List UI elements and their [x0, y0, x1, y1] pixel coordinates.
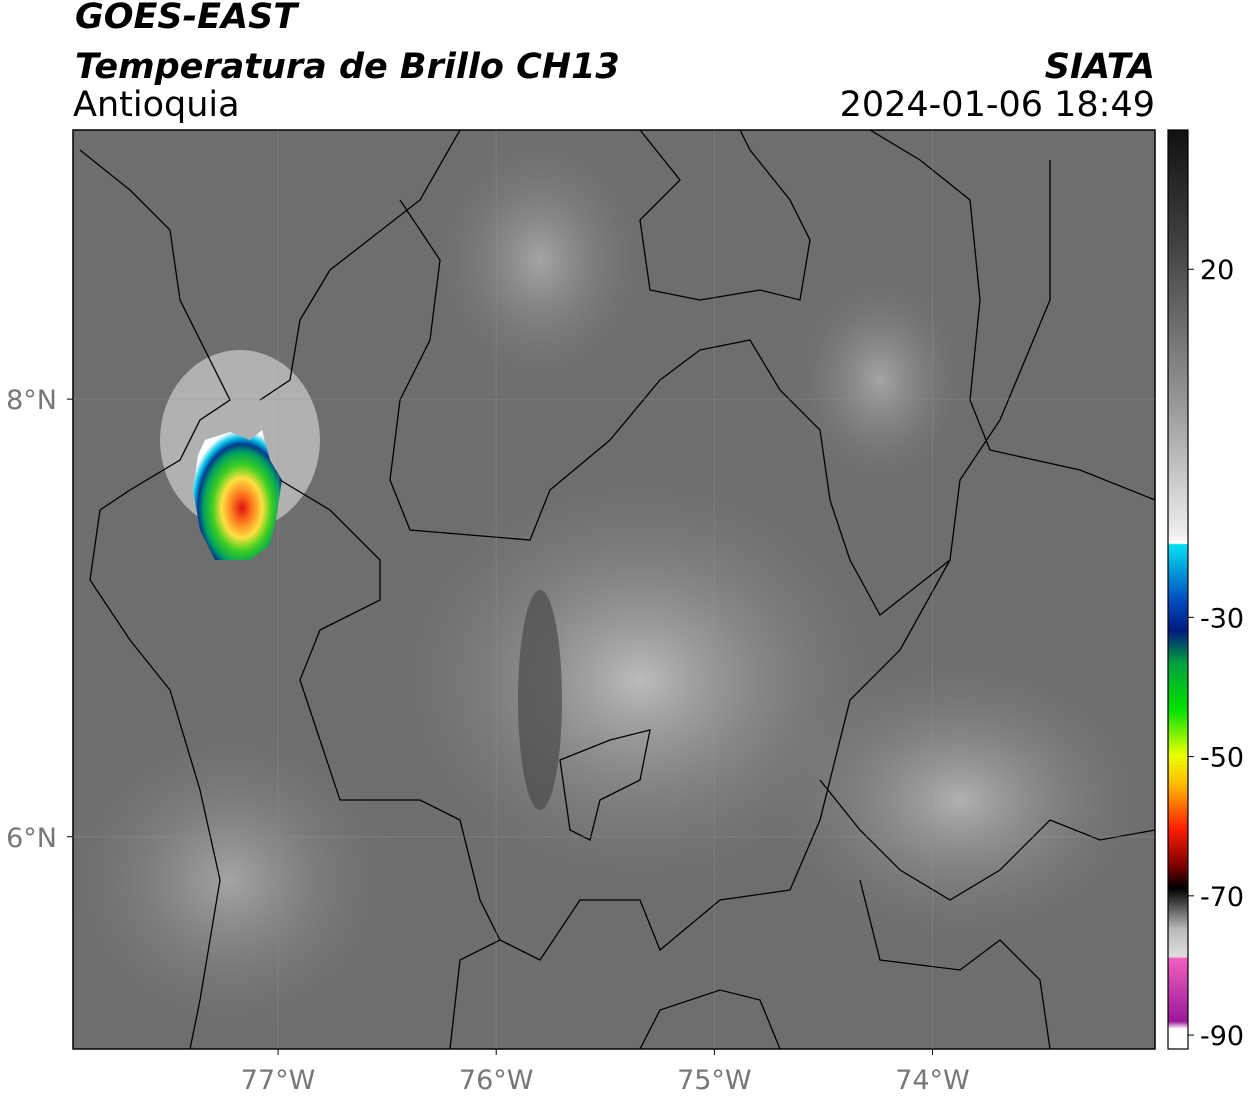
x-tick-label: 77°W: [241, 1065, 316, 1096]
y-tick-label: 8°N: [6, 385, 57, 416]
title: GOES-EAST: [75, 0, 300, 37]
colorbar-tick-label: 20: [1200, 255, 1234, 286]
cloud: [73, 720, 400, 1040]
region: Antioquia: [73, 85, 240, 125]
x-tick-label: 76°W: [459, 1065, 534, 1096]
map-image: [73, 130, 1155, 1049]
x-tick-label: 75°W: [677, 1065, 752, 1096]
colorbar: [1167, 129, 1189, 1050]
cloud: [790, 270, 970, 490]
colorbar-tick-label: -90: [1200, 1021, 1244, 1052]
colorbar-tick-label: -50: [1200, 743, 1244, 774]
y-tick-label: 6°N: [6, 823, 57, 854]
x-tick-label: 74°W: [895, 1065, 970, 1096]
colorbar-tick-label: -30: [1200, 603, 1244, 634]
boundaries: [79, 130, 1155, 1049]
timestamp: 2024-01-06 18:49: [840, 85, 1155, 125]
cloud: [760, 650, 1155, 950]
source: SIATA: [1045, 47, 1155, 87]
colorbar-tick-label: -70: [1200, 882, 1244, 913]
storm: [193, 430, 282, 560]
subtitle: Temperatura de Brillo CH13: [75, 47, 620, 87]
map-frame: [72, 129, 1156, 1050]
cloud: [430, 130, 650, 390]
terrain: [518, 590, 562, 810]
